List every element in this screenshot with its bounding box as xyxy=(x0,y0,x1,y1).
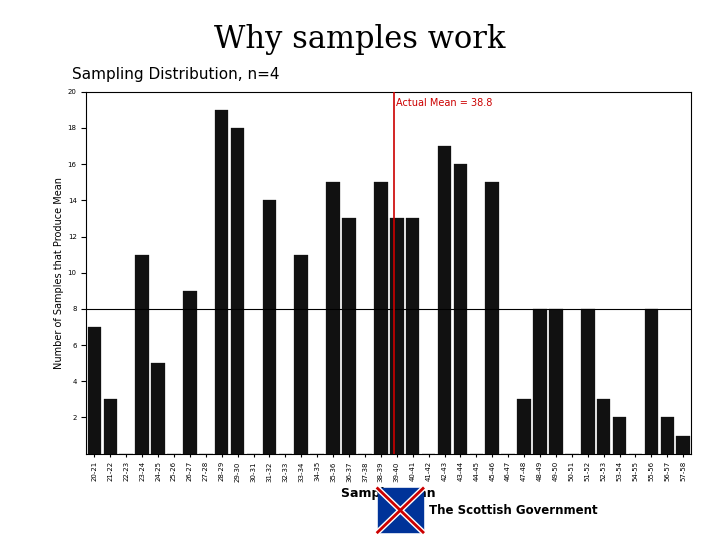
Bar xyxy=(644,309,658,454)
Bar xyxy=(342,218,356,454)
Bar xyxy=(326,183,340,454)
Bar xyxy=(581,309,595,454)
Y-axis label: Number of Samples that Produce Mean: Number of Samples that Produce Mean xyxy=(53,177,63,369)
Bar xyxy=(485,183,499,454)
Bar xyxy=(231,128,244,454)
Text: Why samples work: Why samples work xyxy=(215,24,505,55)
Bar xyxy=(613,417,626,454)
Bar xyxy=(263,200,276,454)
Text: Sampling Distribution, n=4: Sampling Distribution, n=4 xyxy=(72,68,279,83)
Bar xyxy=(517,399,531,454)
Bar xyxy=(597,399,611,454)
Bar xyxy=(104,399,117,454)
Bar xyxy=(88,327,101,454)
X-axis label: Sample Mean: Sample Mean xyxy=(341,487,436,500)
Bar xyxy=(135,254,149,454)
Bar xyxy=(454,164,467,454)
Bar xyxy=(549,309,563,454)
Bar xyxy=(390,218,403,454)
Bar xyxy=(378,488,423,532)
Text: Actual Mean = 38.8: Actual Mean = 38.8 xyxy=(396,98,492,109)
Bar xyxy=(406,218,420,454)
Bar xyxy=(294,254,308,454)
Bar xyxy=(677,435,690,454)
Bar xyxy=(660,417,674,454)
Text: The Scottish Government: The Scottish Government xyxy=(429,504,598,517)
Bar xyxy=(215,110,228,454)
Bar xyxy=(183,291,197,454)
Bar xyxy=(151,363,165,454)
Bar xyxy=(534,309,546,454)
Bar xyxy=(438,146,451,454)
Bar xyxy=(374,183,387,454)
